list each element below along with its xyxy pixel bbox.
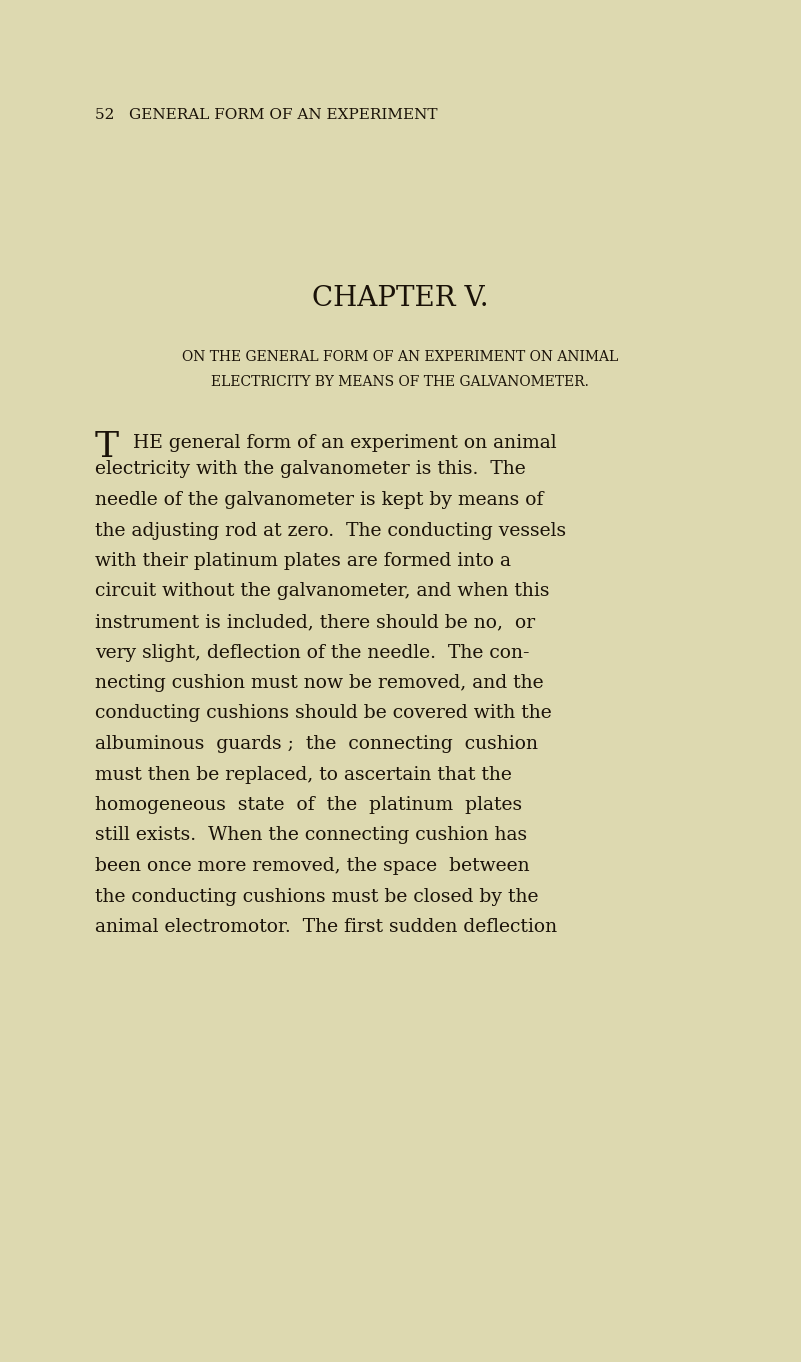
Text: been once more removed, the space  between: been once more removed, the space betwee… (95, 857, 529, 874)
Text: HE general form of an experiment on animal: HE general form of an experiment on anim… (133, 434, 557, 452)
Text: still exists.  When the connecting cushion has: still exists. When the connecting cushio… (95, 827, 527, 844)
Text: must then be replaced, to ascertain that the: must then be replaced, to ascertain that… (95, 765, 512, 783)
Text: albuminous  guards ;  the  connecting  cushion: albuminous guards ; the connecting cushi… (95, 735, 538, 753)
Text: ON THE GENERAL FORM OF AN EXPERIMENT ON ANIMAL: ON THE GENERAL FORM OF AN EXPERIMENT ON … (182, 350, 618, 364)
Text: with their platinum plates are formed into a: with their platinum plates are formed in… (95, 552, 511, 571)
Text: conducting cushions should be covered with the: conducting cushions should be covered wi… (95, 704, 552, 722)
Text: very slight, deflection of the needle.  The con-: very slight, deflection of the needle. T… (95, 643, 529, 662)
Text: animal electromotor.  The first sudden deflection: animal electromotor. The first sudden de… (95, 918, 557, 936)
Text: the conducting cushions must be closed by the: the conducting cushions must be closed b… (95, 888, 538, 906)
Text: necting cushion must now be removed, and the: necting cushion must now be removed, and… (95, 674, 544, 692)
Text: the adjusting rod at zero.  The conducting vessels: the adjusting rod at zero. The conductin… (95, 522, 566, 539)
Text: needle of the galvanometer is kept by means of: needle of the galvanometer is kept by me… (95, 490, 543, 509)
Text: ELECTRICITY BY MEANS OF THE GALVANOMETER.: ELECTRICITY BY MEANS OF THE GALVANOMETER… (211, 375, 589, 390)
Text: 52   GENERAL FORM OF AN EXPERIMENT: 52 GENERAL FORM OF AN EXPERIMENT (95, 108, 437, 123)
Text: circuit without the galvanometer, and when this: circuit without the galvanometer, and wh… (95, 583, 549, 601)
Text: T: T (95, 430, 119, 464)
Text: electricity with the galvanometer is this.  The: electricity with the galvanometer is thi… (95, 460, 525, 478)
Text: homogeneous  state  of  the  platinum  plates: homogeneous state of the platinum plates (95, 795, 522, 814)
Text: instrument is included, there should be no,  or: instrument is included, there should be … (95, 613, 535, 631)
Text: CHAPTER V.: CHAPTER V. (312, 285, 489, 312)
